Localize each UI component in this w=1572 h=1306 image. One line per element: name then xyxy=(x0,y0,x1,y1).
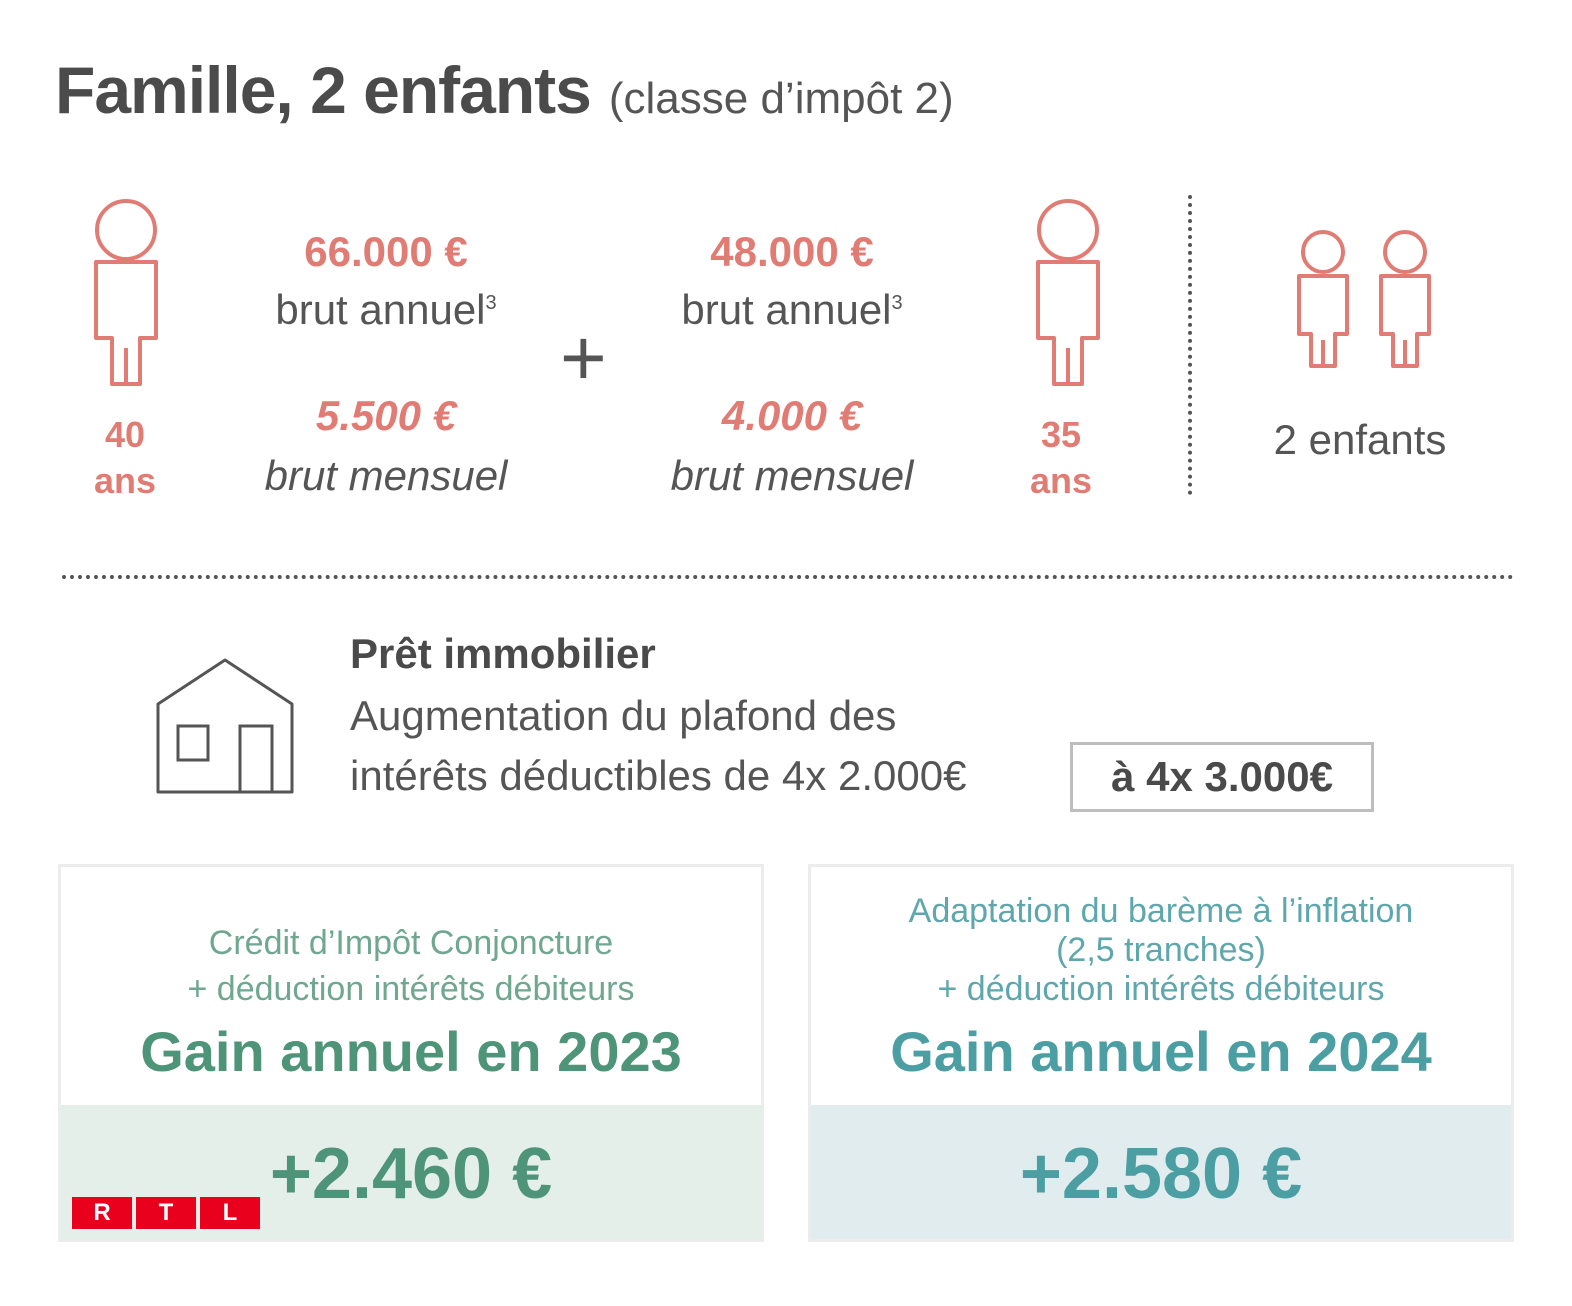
title-subtitle: (classe d’impôt 2) xyxy=(608,74,954,123)
person2-age-unit: ans xyxy=(1029,460,1093,501)
person1-annual-label: brut annuel3 xyxy=(226,286,546,334)
title-main: Famille, 2 enfants xyxy=(55,53,592,127)
person1-annual-text: brut annuel xyxy=(275,286,486,333)
footnote-marker: 3 xyxy=(485,292,497,314)
child-outline-icon xyxy=(1295,230,1351,370)
person-outline-icon xyxy=(1032,198,1104,390)
logo-letter-r: R xyxy=(72,1197,132,1229)
logo-letter-l: L xyxy=(200,1197,260,1229)
rtl-logo: R T L xyxy=(72,1197,260,1229)
person1-age-unit: ans xyxy=(93,460,157,501)
person1-age: 40 ans xyxy=(80,412,170,504)
card-value-area: +2.580 € xyxy=(811,1105,1511,1239)
card-heading: Gain annuel en 2024 xyxy=(890,1020,1432,1083)
gain-2024-value: +2.580 € xyxy=(1019,1134,1303,1214)
card-sub-line2: + déduction intérêts débiteurs xyxy=(187,970,635,1008)
footnote-marker: 3 xyxy=(891,292,903,314)
loan-title: Prêt immobilier xyxy=(350,630,656,677)
logo-letter-t: T xyxy=(136,1197,196,1229)
card-header: Adaptation du barème à l’inflation (2,5 … xyxy=(811,867,1511,1105)
person2-annual-label: brut annuel3 xyxy=(632,286,952,334)
children-label: 2 enfants xyxy=(1273,416,1447,463)
gain-2023-card: Crédit d’Impôt Conjoncture + déduction i… xyxy=(58,864,764,1242)
card-sub-line2: (2,5 tranches) xyxy=(1056,931,1266,969)
person2-monthly-label: brut mensuel xyxy=(670,452,914,499)
loan-description-line1: Augmentation du plafond des xyxy=(350,692,897,739)
person2-age-number: 35 xyxy=(1040,414,1082,455)
horizontal-divider xyxy=(62,575,1514,579)
vertical-divider xyxy=(1188,195,1192,495)
plus-sign: + xyxy=(560,313,607,402)
gain-2023-value: +2.460 € xyxy=(269,1134,553,1214)
person1-age-number: 40 xyxy=(104,414,146,455)
child-outline-icon xyxy=(1377,230,1433,370)
card-heading: Gain annuel en 2023 xyxy=(140,1020,682,1083)
person1-monthly-amount: 5.500 € xyxy=(315,392,457,439)
card-value-area: +2.460 € xyxy=(61,1105,761,1239)
person1-annual-amount: 66.000 € xyxy=(304,228,468,275)
house-outline-icon xyxy=(152,656,298,803)
card-header: Crédit d’Impôt Conjoncture + déduction i… xyxy=(61,867,761,1105)
card-sub-line3: + déduction intérêts débiteurs xyxy=(937,970,1385,1008)
card-sub-line1: Adaptation du barème à l’inflation xyxy=(908,892,1414,930)
person-outline-icon xyxy=(90,198,162,390)
card-sub-line1: Crédit d’Impôt Conjoncture xyxy=(208,924,614,962)
loan-new-ceiling: à 4x 3.000€ xyxy=(1070,742,1374,812)
loan-description-line2: intérêts déductibles de 4x 2.000€ xyxy=(350,752,967,799)
person1-monthly-label: brut mensuel xyxy=(264,452,508,499)
page-title: Famille, 2 enfants (classe d’impôt 2) xyxy=(55,52,954,128)
person2-annual-amount: 48.000 € xyxy=(710,228,874,275)
gain-2024-card: Adaptation du barème à l’inflation (2,5 … xyxy=(808,864,1514,1242)
person2-annual-text: brut annuel xyxy=(681,286,892,333)
person2-monthly-amount: 4.000 € xyxy=(721,392,863,439)
person2-age: 35 ans xyxy=(1016,412,1106,504)
